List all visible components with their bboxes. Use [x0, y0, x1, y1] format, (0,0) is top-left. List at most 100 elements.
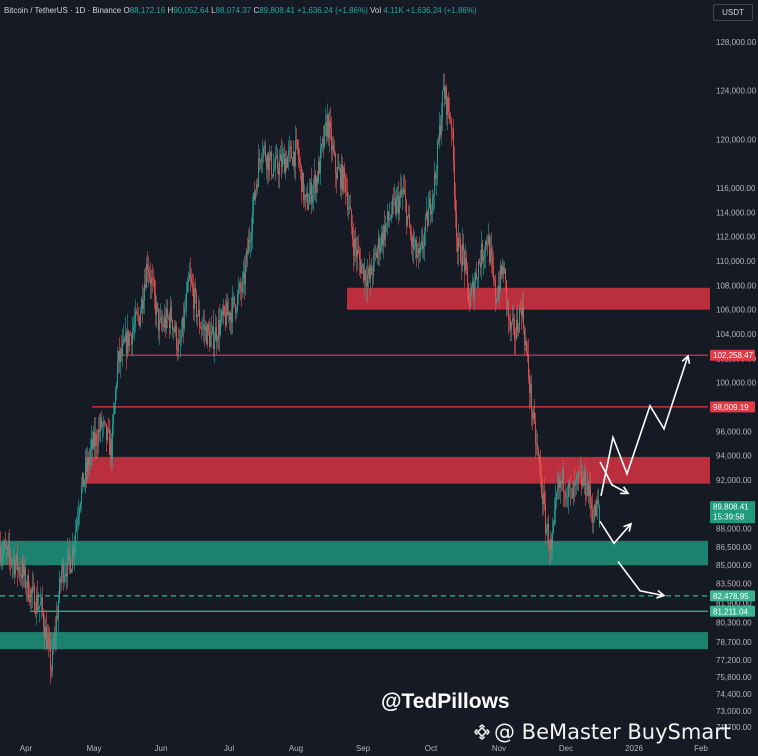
candle-body — [591, 502, 592, 510]
candle-body — [208, 324, 209, 332]
resistance-zone — [347, 287, 710, 310]
candle-body — [456, 212, 457, 239]
time-axis[interactable]: Apr May Jun Jul Aug Sep Oct Nov Dec 2026 Feb — [20, 744, 709, 753]
candle-body — [287, 156, 288, 168]
countdown-label-text: 15:39:58 — [713, 513, 745, 522]
candle-body — [303, 172, 304, 201]
candle-body — [282, 155, 283, 167]
candle-body — [13, 559, 14, 563]
candle-body — [51, 669, 52, 672]
candle-body — [499, 286, 500, 292]
candle-body — [32, 586, 33, 594]
bullish-projection — [600, 355, 689, 496]
candle-body — [273, 169, 274, 176]
candle-body — [345, 176, 346, 192]
candle-body — [547, 524, 548, 530]
price-label-text: 82,478.95 — [713, 592, 749, 601]
candle-body — [489, 236, 490, 263]
candle-body — [430, 198, 431, 215]
candle-body — [332, 145, 333, 150]
candle-body — [367, 275, 368, 287]
candle-body — [0, 546, 1, 562]
candle-body — [491, 248, 492, 258]
candle-body — [433, 193, 434, 198]
candle-body — [296, 140, 297, 141]
candle-body — [15, 563, 16, 575]
candle-body — [261, 157, 262, 163]
candle-body — [313, 185, 314, 196]
candle-body — [449, 110, 450, 119]
candle-body — [443, 86, 444, 92]
candle-body — [69, 550, 70, 559]
candle-body — [435, 173, 436, 179]
candle-body — [557, 487, 558, 494]
candle-body — [389, 218, 390, 220]
x-tick-label: May — [86, 744, 101, 753]
candle-body — [167, 309, 168, 318]
candle-body — [425, 216, 426, 232]
candle-body — [93, 432, 94, 449]
candle-body — [177, 348, 178, 352]
candle-body — [551, 539, 552, 549]
candle-body — [216, 327, 217, 342]
candle-body — [358, 249, 359, 253]
candle-body — [387, 211, 388, 224]
candle-body — [468, 283, 469, 303]
y-tick-label: 120,000.00 — [716, 135, 757, 144]
candle-body — [310, 182, 311, 195]
candle-body — [509, 319, 510, 321]
candle-body — [323, 138, 324, 147]
candle-body — [263, 147, 264, 156]
candle-body — [96, 433, 97, 446]
candle-body — [141, 298, 142, 313]
candle-body — [164, 317, 165, 327]
candle-body — [526, 340, 527, 352]
candle-body — [390, 218, 391, 219]
candle-body — [76, 523, 77, 531]
candle-body — [503, 266, 504, 274]
candle-body — [583, 478, 584, 485]
candle-body — [101, 417, 102, 428]
candle-body — [520, 307, 521, 309]
candle-body — [29, 599, 30, 603]
candle-body — [225, 313, 226, 326]
candle-body — [453, 129, 454, 163]
candle-body — [502, 266, 503, 276]
candle-body — [309, 194, 310, 205]
candle-body — [259, 158, 260, 162]
candle-body — [544, 493, 545, 505]
candle-body — [276, 155, 277, 157]
candle-body — [48, 639, 49, 641]
candle-body — [552, 533, 553, 549]
candle-body — [22, 563, 23, 579]
candle-body — [63, 563, 64, 582]
y-tick-label: 73,000.00 — [716, 707, 752, 716]
candle-body — [374, 252, 375, 255]
high-value: 90,052.64 — [173, 6, 209, 15]
candle-body — [470, 293, 471, 307]
candle-body — [43, 612, 44, 628]
candle-body — [161, 317, 162, 325]
candle-body — [148, 269, 149, 274]
price-axis[interactable]: 128,000.00 124,000.00 120,000.00 116,000.00… — [716, 38, 757, 732]
candle-body — [288, 149, 289, 157]
candle-body — [247, 250, 248, 255]
candle-body — [305, 194, 306, 197]
candle-body — [110, 438, 111, 455]
y-tick-label: 104,000.00 — [716, 330, 757, 339]
price-label-text: 81,211.04 — [713, 607, 749, 616]
candle-body — [240, 283, 241, 291]
candle-body — [568, 482, 569, 497]
candle-body — [464, 250, 465, 271]
candle-body — [566, 497, 567, 499]
currency-button[interactable]: USDT — [713, 4, 753, 21]
symbol-title[interactable]: Bitcoin / TetherUS · 1D · Binance — [4, 6, 122, 15]
open-label: O — [123, 6, 130, 15]
candle-body — [235, 304, 236, 313]
candle-body — [230, 312, 231, 320]
candle-body — [451, 121, 452, 130]
candle-body — [522, 305, 523, 316]
candle-body — [286, 158, 287, 168]
candle-body — [73, 548, 74, 554]
